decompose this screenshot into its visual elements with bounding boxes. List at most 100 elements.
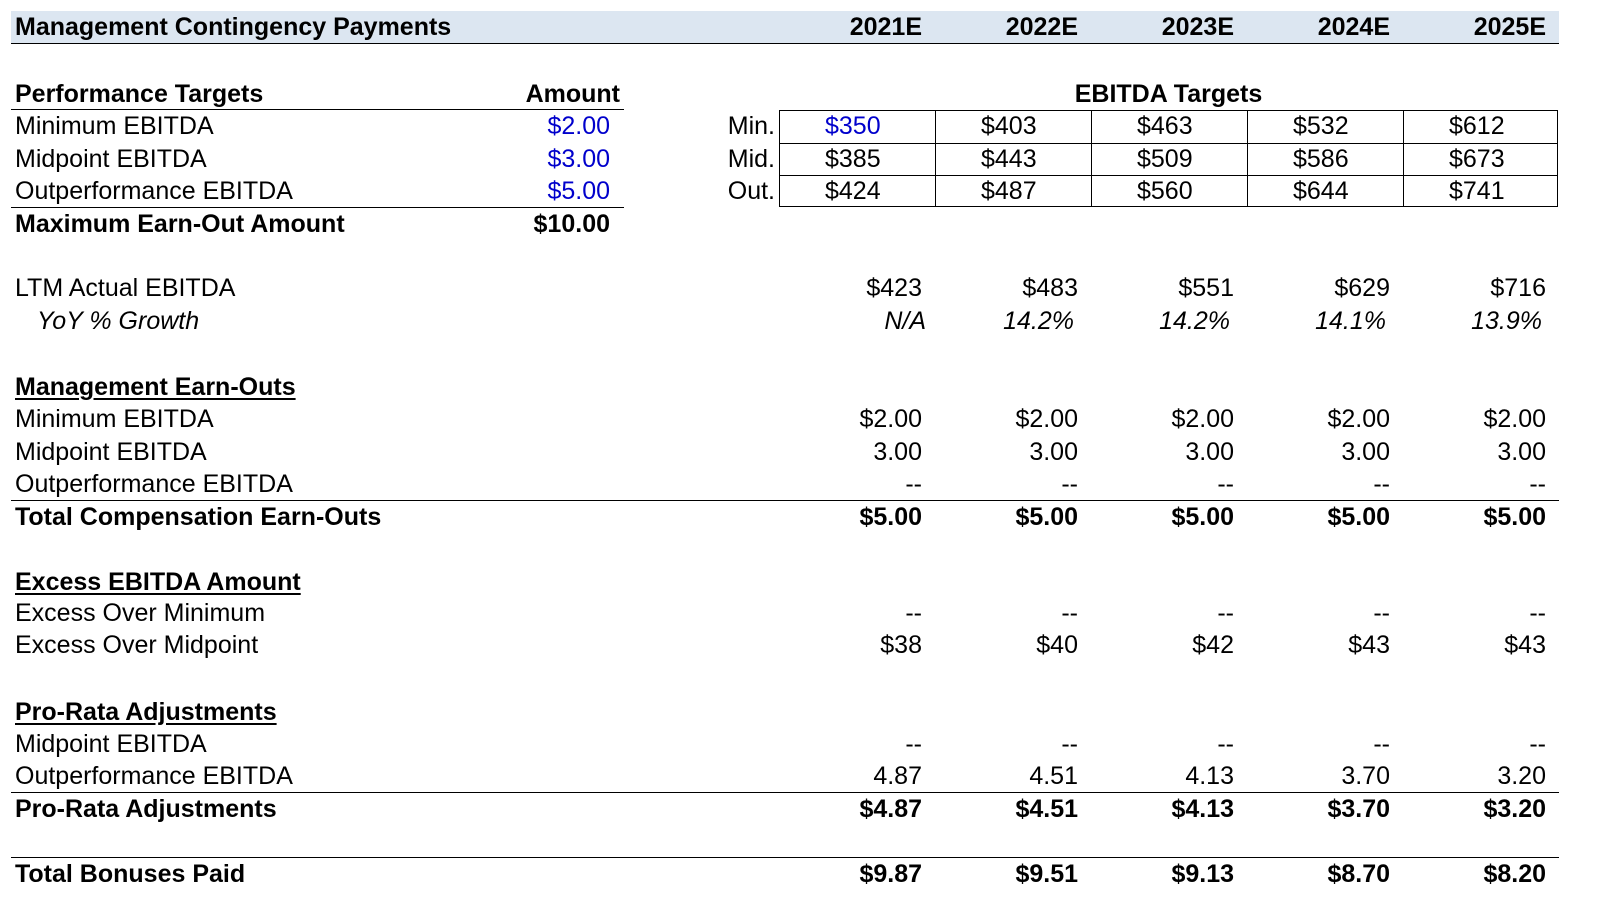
pro-rata-value: -- — [1373, 730, 1390, 758]
year-header: 2021E — [849, 13, 922, 41]
earn-outs-total-value: $5.00 — [859, 503, 922, 531]
pro-rata-value: 4.51 — [1029, 762, 1078, 790]
target-cell-mid: $443 — [981, 145, 1037, 173]
yoy-growth-value: 13.9% — [1471, 307, 1542, 335]
earn-out-row-label: Outperformance EBITDA — [15, 470, 293, 498]
earn-out-value: -- — [905, 470, 922, 498]
bonuses-rule — [11, 857, 1559, 858]
earn-outs-total-rule — [11, 500, 1559, 501]
excess-value: $43 — [1348, 631, 1390, 659]
year-header: 2025E — [1473, 13, 1546, 41]
max-earn-out-label: Maximum Earn-Out Amount — [15, 210, 345, 238]
earn-out-value: $2.00 — [1327, 405, 1390, 433]
ltm-value: $716 — [1490, 274, 1546, 302]
excess-value: $43 — [1504, 631, 1546, 659]
target-cell-mid: $385 — [825, 145, 881, 173]
pro-rata-value: 3.70 — [1341, 762, 1390, 790]
earn-out-value: 3.00 — [1029, 438, 1078, 466]
earn-out-value: $2.00 — [1015, 405, 1078, 433]
earn-outs-total-value: $5.00 — [1015, 503, 1078, 531]
total-bonuses-value: $8.20 — [1483, 860, 1546, 888]
excess-value: $42 — [1192, 631, 1234, 659]
target-cell-out: $560 — [1137, 177, 1193, 205]
excess-value: $40 — [1036, 631, 1078, 659]
ltm-value: $551 — [1178, 274, 1234, 302]
earn-out-value: -- — [1529, 470, 1546, 498]
pro-rata-value: -- — [1529, 730, 1546, 758]
yoy-growth-value: N/A — [884, 307, 926, 335]
total-bonuses-value: $9.13 — [1171, 860, 1234, 888]
performance-targets-heading: Performance Targets — [15, 80, 264, 108]
excess-value: -- — [905, 599, 922, 627]
earn-out-row-label: Midpoint EBITDA — [15, 438, 207, 466]
target-cell-out: $741 — [1449, 177, 1505, 205]
earn-outs-total-value: $5.00 — [1327, 503, 1390, 531]
target-cell-mid: $586 — [1293, 145, 1349, 173]
pro-rata-row-label: Outperformance EBITDA — [15, 762, 293, 790]
earn-out-value: $2.00 — [859, 405, 922, 433]
pro-rata-total-value: $4.13 — [1171, 795, 1234, 823]
excess-value: -- — [1529, 599, 1546, 627]
performance-row-amount[interactable]: $3.00 — [547, 145, 610, 173]
excess-row-label: Excess Over Minimum — [15, 599, 266, 627]
performance-header-rule — [11, 109, 624, 110]
amount-heading: Amount — [525, 80, 620, 108]
excess-row-label: Excess Over Midpoint — [15, 631, 259, 659]
total-bonuses-value: $9.51 — [1015, 860, 1078, 888]
yoy-growth-label: YoY % Growth — [37, 307, 200, 335]
target-cell-min[interactable]: $350 — [825, 112, 881, 140]
ltm-label: LTM Actual EBITDA — [15, 274, 236, 302]
target-row-label: Out. — [727, 177, 775, 205]
earn-out-value: 3.00 — [873, 438, 922, 466]
earn-outs-total-value: $5.00 — [1171, 503, 1234, 531]
ltm-value: $483 — [1022, 274, 1078, 302]
pro-rata-value: 4.13 — [1185, 762, 1234, 790]
performance-total-rule — [11, 207, 624, 208]
total-bonuses-value: $9.87 — [859, 860, 922, 888]
target-cell-min: $403 — [981, 112, 1037, 140]
ltm-value: $629 — [1334, 274, 1390, 302]
performance-row-label: Midpoint EBITDA — [15, 145, 207, 173]
earn-out-value: $2.00 — [1483, 405, 1546, 433]
earn-out-value: $2.00 — [1171, 405, 1234, 433]
earn-out-value: -- — [1061, 470, 1078, 498]
target-cell-min: $532 — [1293, 112, 1349, 140]
yoy-growth-value: 14.2% — [1159, 307, 1230, 335]
pro-rata-heading: Pro-Rata Adjustments — [15, 698, 277, 726]
excess-value: -- — [1373, 599, 1390, 627]
pro-rata-total-label: Pro-Rata Adjustments — [15, 795, 277, 823]
target-cell-out: $644 — [1293, 177, 1349, 205]
ebitda-targets-grid — [779, 110, 1558, 207]
yoy-growth-value: 14.1% — [1315, 307, 1386, 335]
performance-row-amount[interactable]: $5.00 — [547, 177, 610, 205]
target-cell-min: $612 — [1449, 112, 1505, 140]
pro-rata-total-value: $3.20 — [1483, 795, 1546, 823]
ltm-value: $423 — [866, 274, 922, 302]
ebitda-targets-heading: EBITDA Targets — [1074, 80, 1263, 108]
pro-rata-value: 4.87 — [873, 762, 922, 790]
sheet-title: Management Contingency Payments — [15, 13, 452, 41]
pro-rata-total-rule — [11, 792, 1559, 793]
pro-rata-row-label: Midpoint EBITDA — [15, 730, 207, 758]
earn-out-row-label: Minimum EBITDA — [15, 405, 214, 433]
earn-out-value: 3.00 — [1497, 438, 1546, 466]
year-header: 2023E — [1161, 13, 1234, 41]
header-bar — [11, 11, 1559, 44]
pro-rata-total-value: $3.70 — [1327, 795, 1390, 823]
pro-rata-value: -- — [1217, 730, 1234, 758]
yoy-growth-value: 14.2% — [1003, 307, 1074, 335]
earn-out-value: -- — [1217, 470, 1234, 498]
total-bonuses-label: Total Bonuses Paid — [15, 860, 246, 888]
pro-rata-value: 3.20 — [1497, 762, 1546, 790]
earn-outs-total-value: $5.00 — [1483, 503, 1546, 531]
performance-row-label: Outperformance EBITDA — [15, 177, 293, 205]
year-header: 2024E — [1317, 13, 1390, 41]
performance-row-amount[interactable]: $2.00 — [547, 112, 610, 140]
year-header: 2022E — [1005, 13, 1078, 41]
max-earn-out-amount: $10.00 — [533, 210, 610, 238]
target-cell-mid: $673 — [1449, 145, 1505, 173]
pro-rata-total-value: $4.87 — [859, 795, 922, 823]
target-cell-min: $463 — [1137, 112, 1193, 140]
pro-rata-value: -- — [905, 730, 922, 758]
pro-rata-total-value: $4.51 — [1015, 795, 1078, 823]
